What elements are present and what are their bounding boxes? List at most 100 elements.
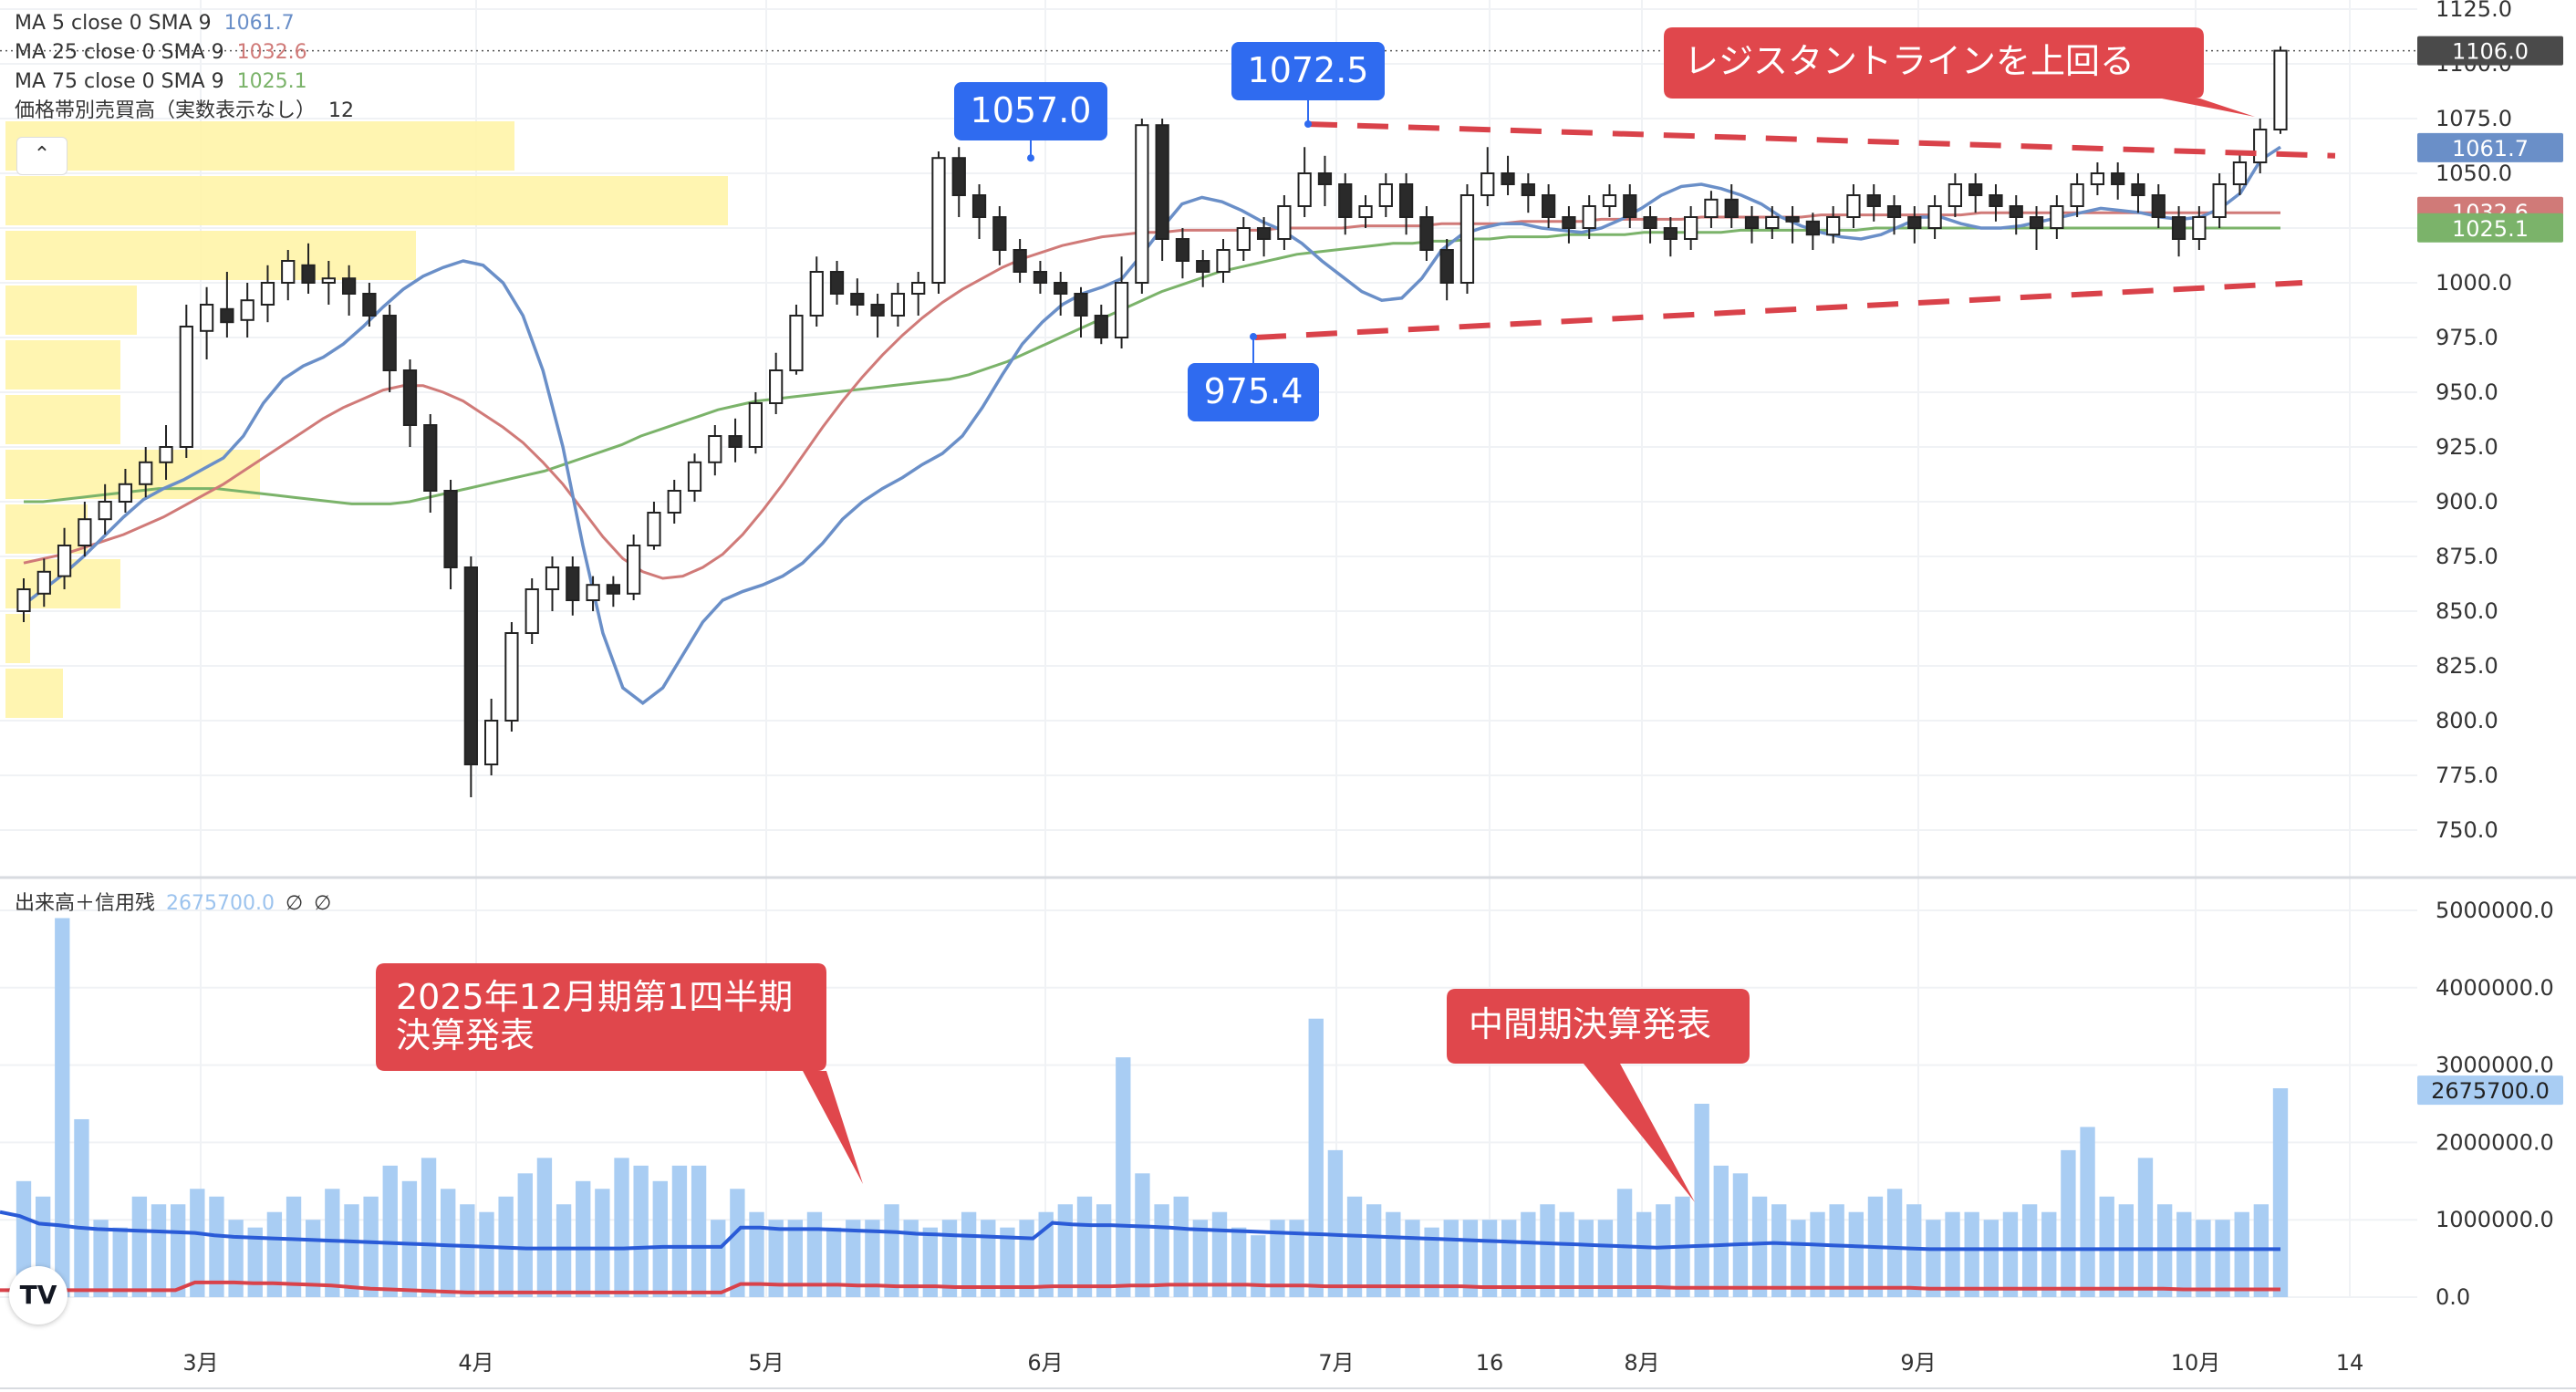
candle-body xyxy=(1297,172,1312,207)
price-tick-label: 1125.0 xyxy=(2436,0,2512,22)
chevron-up-icon[interactable]: ⌃ xyxy=(16,137,68,175)
candle-body xyxy=(1054,282,1068,295)
candle-body xyxy=(57,545,72,577)
volume-bar xyxy=(1521,1211,1536,1297)
candle-body xyxy=(1846,194,1861,218)
candle-body xyxy=(647,512,661,546)
time-tick-label: 6月 xyxy=(1027,1350,1063,1376)
candle-body xyxy=(1602,194,1617,207)
volume-bar xyxy=(1616,1189,1633,1297)
price-badge xyxy=(2417,132,2563,162)
candle-body xyxy=(484,720,499,765)
annotation-dot xyxy=(1027,154,1034,162)
legend-volume-profile[interactable]: 価格帯別売買高（実数表示なし） 12 xyxy=(15,97,354,126)
volume-bar xyxy=(1231,1227,1247,1297)
candle-body xyxy=(1236,227,1251,251)
volume-bar xyxy=(981,1220,996,1297)
volume-profile-bar xyxy=(5,340,120,390)
price-tick-label: 850.0 xyxy=(2436,598,2498,624)
earnings-q1-callout-label: 2025年12月期第1四半期 xyxy=(396,977,793,1017)
annotation-box xyxy=(1188,363,1319,421)
volume-bar xyxy=(441,1189,456,1297)
time-tick-label: 14 xyxy=(2336,1350,2364,1376)
volume-bar xyxy=(1251,1235,1266,1297)
candle-body xyxy=(971,194,987,218)
volume-bar xyxy=(1501,1220,1517,1297)
volume-bar xyxy=(55,918,70,1297)
volume-bar xyxy=(1732,1173,1749,1297)
volume-bar xyxy=(2137,1158,2154,1297)
volume-bar xyxy=(846,1220,861,1297)
candle-body xyxy=(1562,216,1576,229)
earnings-interim-callout xyxy=(1447,989,1750,1202)
volume-bar xyxy=(787,1220,803,1297)
volume-bar xyxy=(1771,1204,1787,1297)
legend-ma75-label: MA 75 close 0 SMA 9 xyxy=(15,70,224,93)
volume-legend-value: 2675700.0 xyxy=(166,892,275,915)
volume-legend-symbol-2[interactable]: ∅ xyxy=(314,892,332,915)
volume-bar xyxy=(190,1189,205,1297)
margin-buy-line xyxy=(0,1210,2280,1252)
candle-body xyxy=(1785,216,1800,223)
candle-body xyxy=(627,545,641,595)
candle-body xyxy=(586,584,600,602)
annotation-dot xyxy=(1250,333,1257,341)
candle-body xyxy=(850,293,865,306)
volume-bar xyxy=(151,1204,167,1297)
price-tick-label: 800.0 xyxy=(2436,708,2498,733)
volume-profile-bar xyxy=(5,176,728,225)
volume-bar xyxy=(1386,1211,1401,1297)
candle-body xyxy=(1155,124,1169,240)
volume-bar xyxy=(266,1211,283,1297)
candle-body xyxy=(1724,198,1739,219)
candle-body xyxy=(667,490,681,514)
candle-body xyxy=(748,402,763,448)
price-badge-label: 1061.7 xyxy=(2452,136,2529,161)
volume-bar xyxy=(1211,1211,1228,1297)
candle-body xyxy=(1968,183,1983,196)
candle-body xyxy=(1256,227,1272,240)
volume-bar xyxy=(2272,1088,2289,1297)
candle-body xyxy=(566,566,580,601)
annotation-label: 975.4 xyxy=(1204,371,1304,411)
volume-bar xyxy=(1656,1204,1671,1297)
candle-body xyxy=(525,588,539,634)
volume-bar xyxy=(460,1204,475,1297)
candle-body xyxy=(1623,194,1637,218)
resistance-callout-label: レジスタントラインを上回る xyxy=(1684,41,2135,81)
volume-bar xyxy=(2099,1196,2114,1297)
volume-legend-symbol-1[interactable]: ∅ xyxy=(286,892,304,915)
volume-tick-label: 5000000.0 xyxy=(2436,898,2554,923)
price-tick-label: 975.0 xyxy=(2436,325,2498,350)
volume-legend-label: 出来高＋信用残 xyxy=(15,892,156,915)
volume-badge-label: 2675700.0 xyxy=(2431,1078,2550,1104)
volume-profile xyxy=(5,121,728,718)
volume-bar xyxy=(1308,1018,1324,1297)
candle-body xyxy=(341,277,357,296)
candle-body xyxy=(1826,216,1841,236)
candle-body xyxy=(1704,198,1719,219)
volume-bar xyxy=(479,1211,494,1297)
candle-body xyxy=(890,293,906,317)
candle-body xyxy=(1216,249,1231,273)
volume-bar xyxy=(247,1227,263,1297)
volume-bar xyxy=(1636,1211,1652,1297)
candle-body xyxy=(1196,260,1210,273)
ma75-line xyxy=(24,226,2280,505)
volume-legend[interactable]: 出来高＋信用残 2675700.0 ∅ ∅ xyxy=(15,887,331,916)
legend-ma25[interactable]: MA 25 close 0 SMA 9 1032.6 xyxy=(15,38,354,68)
tradingview-logo-icon[interactable]: TV xyxy=(9,1266,68,1324)
price-tick-label: 925.0 xyxy=(2436,434,2498,460)
candle-body xyxy=(2151,194,2166,218)
volume-bar xyxy=(1540,1204,1555,1297)
legend-ma75[interactable]: MA 75 close 0 SMA 9 1025.1 xyxy=(15,68,354,97)
candle-body xyxy=(951,157,966,196)
volume-bar xyxy=(556,1204,572,1297)
ma5-line xyxy=(22,145,2281,706)
volume-bar xyxy=(671,1165,688,1297)
legend-ma5[interactable]: MA 5 close 0 SMA 9 1061.7 xyxy=(15,9,354,38)
candle-body xyxy=(423,424,438,492)
candle-body xyxy=(1135,124,1149,284)
volume-bar xyxy=(1829,1204,1844,1297)
